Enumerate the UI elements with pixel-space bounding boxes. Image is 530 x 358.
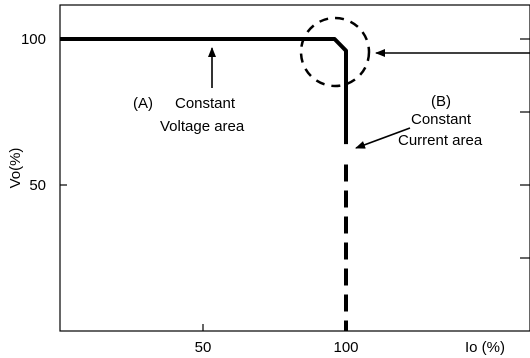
label-a: (A) Constant Voltage area: [133, 95, 245, 135]
x-axis-title: Io (%): [465, 339, 505, 356]
y-axis-title: Vo(%): [7, 148, 24, 189]
label-b-line-2: Constant: [411, 111, 472, 128]
ticks: 50 100 50 100: [21, 31, 530, 356]
plot-frame: [59, 4, 530, 332]
y-tick-label-0: 50: [29, 177, 46, 194]
label-a-line-3: Voltage area: [160, 118, 245, 135]
x-tick-label-0: 50: [195, 339, 212, 356]
knee-circle: [299, 16, 371, 88]
series-solid-line: [60, 37, 348, 145]
label-a-line-2: Constant: [175, 95, 236, 112]
series-group: [60, 37, 348, 331]
annotation-b-arrow: [355, 127, 411, 149]
label-a-line-1: (A): [133, 95, 153, 112]
label-b-line-3: Current area: [398, 132, 483, 149]
x-tick-label-1: 100: [333, 339, 358, 356]
label-b-line-1: (B): [431, 93, 451, 110]
label-b: (B) Constant Current area: [398, 93, 483, 149]
y-tick-label-1: 100: [21, 31, 46, 48]
